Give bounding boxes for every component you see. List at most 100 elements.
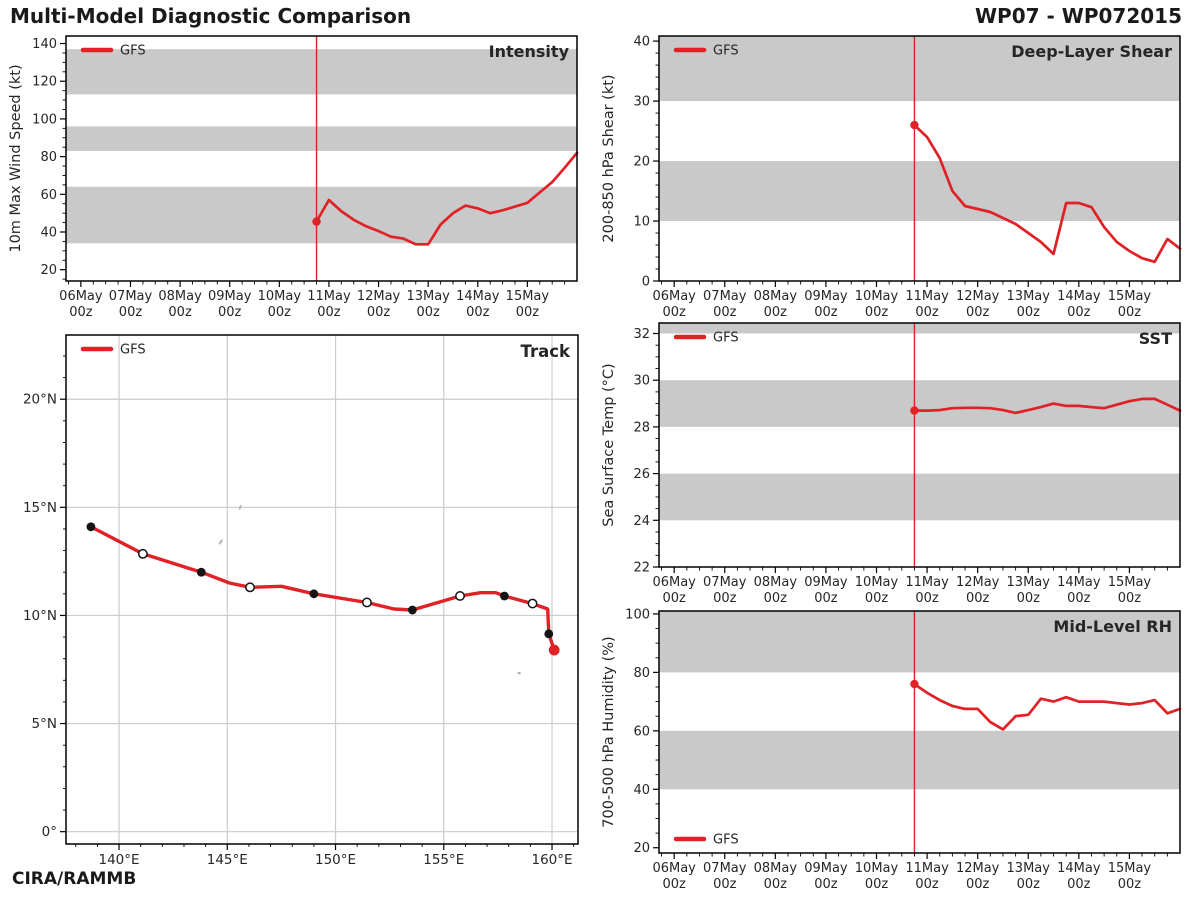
svg-text:00z: 00z [367, 305, 391, 320]
svg-text:13May: 13May [1007, 289, 1051, 304]
svg-text:09May: 09May [804, 861, 848, 876]
svg-text:40: 40 [633, 783, 650, 798]
legend: GFS [673, 44, 739, 59]
svg-text:11May: 11May [307, 289, 351, 304]
svg-text:150°E: 150°E [315, 852, 356, 868]
forecast-init-dot [910, 406, 919, 415]
svg-text:12May: 12May [956, 861, 1000, 876]
svg-text:00z: 00z [966, 305, 990, 320]
svg-text:00z: 00z [865, 305, 889, 320]
svg-text:00z: 00z [865, 877, 889, 892]
legend: GFS [673, 331, 739, 346]
y-axis-label: Sea Surface Temp (°C) [601, 363, 617, 526]
track-point-filled [499, 591, 509, 601]
svg-text:08May: 08May [754, 289, 798, 304]
track-point-open [527, 598, 538, 609]
svg-text:40: 40 [633, 35, 650, 50]
svg-text:155°E: 155°E [423, 852, 464, 868]
svg-text:00z: 00z [713, 591, 737, 606]
svg-text:140: 140 [32, 37, 57, 52]
svg-text:30: 30 [633, 374, 650, 389]
panel-border [658, 322, 1181, 568]
track-point-filled [407, 605, 417, 615]
svg-text:26: 26 [633, 467, 650, 482]
svg-text:10May: 10May [258, 289, 302, 304]
svg-text:0°: 0° [42, 824, 57, 840]
gfs-series-line [913, 682, 1182, 731]
svg-text:80: 80 [40, 150, 57, 165]
svg-text:08May: 08May [754, 861, 798, 876]
panel-title: Track [521, 342, 571, 361]
credit-label: CIRA/RAMMB [12, 869, 137, 889]
svg-text:00z: 00z [814, 591, 838, 606]
svg-text:15May: 15May [506, 289, 550, 304]
intensity-panel: 2040608010012014006May00z07May00z08May00… [8, 35, 579, 320]
svg-text:13May: 13May [1007, 575, 1051, 590]
svg-text:00z: 00z [119, 305, 143, 320]
svg-text:5°N: 5°N [32, 716, 57, 732]
svg-text:00z: 00z [865, 591, 889, 606]
svg-text:Sea Surface Temp (°C): Sea Surface Temp (°C) [601, 363, 617, 526]
svg-text:00z: 00z [713, 305, 737, 320]
svg-text:15May: 15May [1108, 575, 1152, 590]
svg-text:GFS: GFS [713, 833, 739, 848]
legend: GFS [80, 44, 146, 59]
svg-text:07May: 07May [703, 289, 747, 304]
gfs-series-line [913, 397, 1182, 415]
svg-text:GFS: GFS [120, 44, 146, 59]
svg-text:08May: 08May [158, 289, 202, 304]
svg-text:00z: 00z [915, 305, 939, 320]
svg-text:30: 30 [633, 95, 650, 110]
svg-text:15May: 15May [1108, 289, 1152, 304]
svg-text:10May: 10May [855, 861, 899, 876]
svg-text:145°E: 145°E [207, 852, 248, 868]
svg-text:00z: 00z [814, 877, 838, 892]
svg-text:00z: 00z [1118, 305, 1142, 320]
track-current-position [548, 644, 560, 656]
svg-text:00z: 00z [1017, 877, 1041, 892]
svg-text:07May: 07May [703, 861, 747, 876]
svg-text:09May: 09May [208, 289, 252, 304]
svg-text:700-500 hPa Humidity (%): 700-500 hPa Humidity (%) [601, 636, 617, 827]
svg-text:09May: 09May [804, 575, 848, 590]
y-tick-labels: 20 40 60 80 100 120 140 [32, 37, 66, 280]
svg-text:100: 100 [32, 112, 57, 127]
category-bands [659, 611, 1180, 790]
track-point-filled [544, 629, 554, 639]
forecast-init-dot [910, 679, 919, 689]
svg-text:00z: 00z [1067, 877, 1091, 892]
svg-text:00z: 00z [966, 591, 990, 606]
svg-text:11May: 11May [905, 575, 949, 590]
svg-text:00z: 00z [915, 591, 939, 606]
svg-text:00z: 00z [218, 305, 242, 320]
gfs-series-line [315, 151, 579, 246]
svg-text:00z: 00z [1067, 305, 1091, 320]
track-point-open [361, 597, 372, 608]
page-title: Multi-Model Diagnostic Comparison [10, 4, 412, 28]
svg-text:140°E: 140°E [99, 852, 140, 868]
track-point-open [137, 548, 148, 559]
map-gridlines [66, 335, 578, 844]
svg-text:11May: 11May [905, 861, 949, 876]
svg-text:14May: 14May [1057, 289, 1101, 304]
svg-text:80: 80 [633, 666, 650, 681]
track-markers [86, 522, 560, 656]
svg-text:00z: 00z [516, 305, 540, 320]
storm-id: WP07 - WP072015 [975, 4, 1182, 28]
svg-text:08May: 08May [754, 575, 798, 590]
svg-text:60: 60 [40, 188, 57, 203]
forecast-init-dot [910, 120, 919, 130]
svg-text:GFS: GFS [713, 44, 739, 59]
track-point-open [455, 591, 465, 601]
svg-text:09May: 09May [804, 289, 848, 304]
svg-text:12May: 12May [956, 575, 1000, 590]
svg-text:15May: 15May [1108, 861, 1152, 876]
svg-text:06May: 06May [652, 289, 696, 304]
svg-text:00z: 00z [466, 305, 490, 320]
svg-text:00z: 00z [69, 305, 93, 320]
y-axis-label: 10m Max Wind Speed (kt) [8, 64, 24, 252]
svg-text:Deep-Layer Shear: Deep-Layer Shear [1011, 42, 1172, 61]
forecast-init-dot [312, 217, 321, 226]
svg-text:00z: 00z [662, 305, 686, 320]
